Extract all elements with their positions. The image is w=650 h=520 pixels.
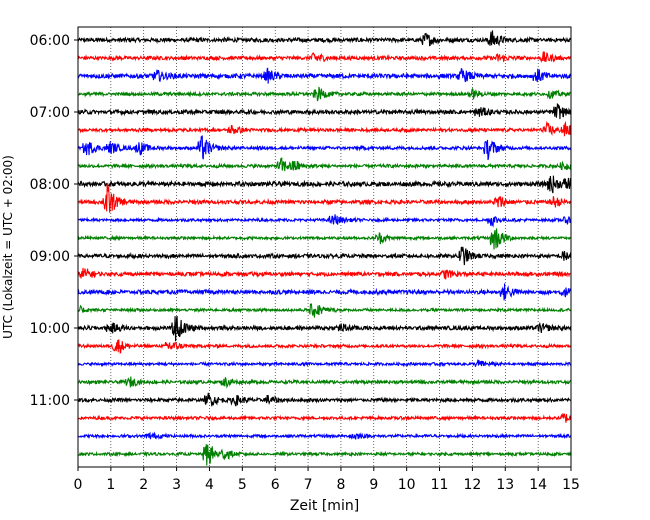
x-tick-label: 13 xyxy=(496,477,514,493)
trace-0720 xyxy=(77,175,572,194)
trace-0830 xyxy=(77,303,572,318)
y-axis: 06:00 07:00 08:00 09:00 10:00 11:00 xyxy=(30,33,78,409)
y-tick-label: 10:00 xyxy=(30,321,70,337)
trace-0900 xyxy=(77,359,572,368)
y-tick-label: 09:00 xyxy=(30,249,70,265)
traces-group xyxy=(77,30,572,466)
x-axis-title: Zeit [min] xyxy=(290,498,359,514)
x-tick-label: 2 xyxy=(139,477,148,493)
x-tick-label: 11 xyxy=(431,477,449,493)
x-tick-label: 3 xyxy=(172,477,181,493)
x-tick-label: 9 xyxy=(369,477,378,493)
trace-0840 xyxy=(77,315,572,342)
grid-lines xyxy=(110,27,539,467)
x-tick-label: 4 xyxy=(205,477,214,493)
plot-frame xyxy=(77,26,572,468)
x-tick-label: 7 xyxy=(304,477,313,493)
x-tick-label: 15 xyxy=(562,477,580,493)
trace-0950 xyxy=(77,444,572,466)
x-tick-label: 5 xyxy=(238,477,247,493)
y-tick-label: 11:00 xyxy=(30,393,70,409)
y-tick-label: 07:00 xyxy=(30,105,70,121)
trace-0710 xyxy=(77,157,572,172)
x-tick-label: 1 xyxy=(106,477,115,493)
trace-0610 xyxy=(77,51,572,63)
y-axis-title: UTC (Lokalzeit = UTC + 02:00) xyxy=(1,155,15,339)
trace-0640 xyxy=(77,102,572,120)
trace-0630 xyxy=(77,86,572,102)
trace-0810 xyxy=(77,267,572,280)
trace-0800 xyxy=(77,246,572,266)
trace-0740 xyxy=(77,214,572,228)
x-tick-label: 0 xyxy=(74,477,83,493)
x-tick-label: 14 xyxy=(529,477,547,493)
x-tick-label: 8 xyxy=(336,477,345,493)
x-tick-label: 12 xyxy=(463,477,481,493)
x-tick-label: 10 xyxy=(398,477,416,493)
y-tick-label: 08:00 xyxy=(30,177,70,193)
trace-0620 xyxy=(77,67,572,84)
trace-0750 xyxy=(77,228,572,250)
trace-0700 xyxy=(77,135,572,161)
trace-0650 xyxy=(77,120,572,137)
trace-0940 xyxy=(77,431,572,440)
trace-0930 xyxy=(77,413,572,423)
trace-0850 xyxy=(77,339,572,355)
x-axis: 0 1 2 3 4 5 6 7 8 9 10 11 12 13 14 15 xyxy=(74,467,580,493)
trace-0730 xyxy=(77,182,572,213)
x-tick-label: 6 xyxy=(271,477,280,493)
trace-0600 xyxy=(77,30,572,47)
y-tick-label: 06:00 xyxy=(30,33,70,49)
trace-0820 xyxy=(77,283,572,301)
trace-0920 xyxy=(77,392,572,407)
trace-0910 xyxy=(77,376,572,389)
